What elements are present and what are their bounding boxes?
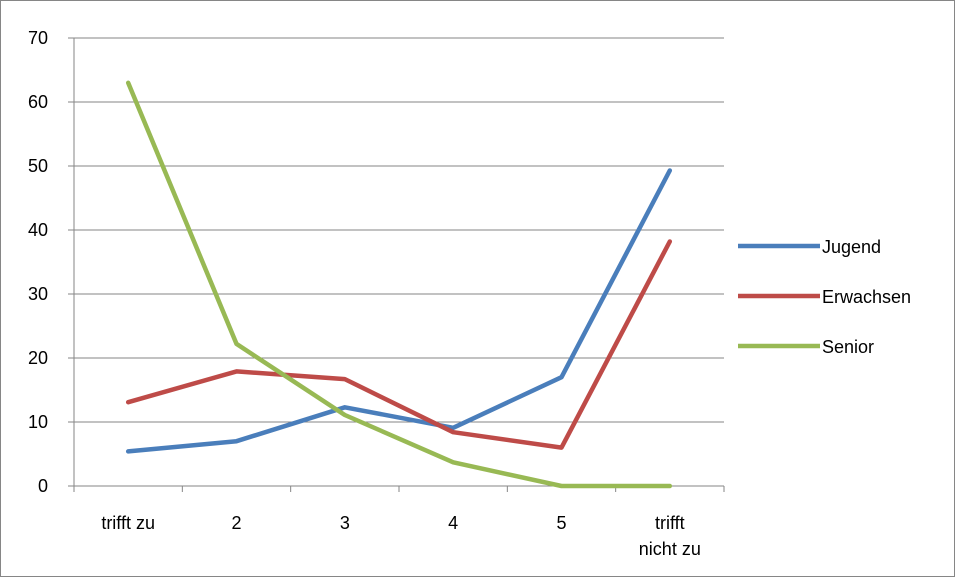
series-line-erwachsen [125,239,673,450]
x-tick-label: 5 [556,513,566,533]
y-tick-label: 50 [28,156,48,176]
x-tick-label: trifft zu [101,513,155,533]
x-tick-label: nicht zu [639,539,701,559]
legend-label-senior: Senior [822,337,874,357]
y-tick-label: 60 [28,92,48,112]
y-tick-label: 0 [38,476,48,496]
series-line-jugend [125,168,673,454]
x-tick-label: trifft [655,513,685,533]
x-tick-label: 2 [231,513,241,533]
x-tick-label: 4 [448,513,458,533]
legend-label-erwachsen: Erwachsen [822,287,911,307]
y-tick-label: 40 [28,220,48,240]
x-tick-label: 3 [340,513,350,533]
y-tick-label: 10 [28,412,48,432]
series-line-senior [125,80,673,489]
legend-label-jugend: Jugend [822,237,881,257]
y-tick-label: 70 [28,28,48,48]
y-tick-label: 30 [28,284,48,304]
y-tick-label: 20 [28,348,48,368]
